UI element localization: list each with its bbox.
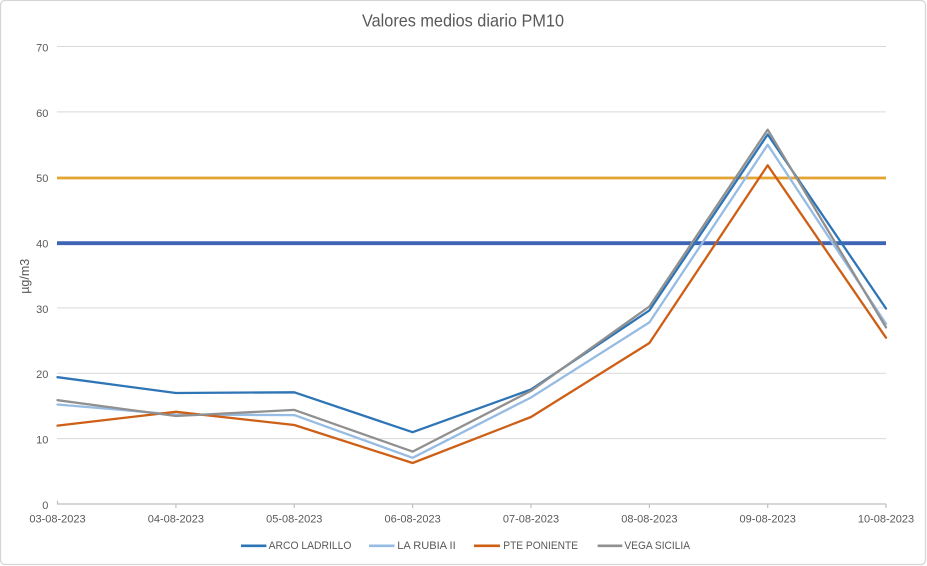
svg-text:06-08-2023: 06-08-2023 bbox=[384, 514, 440, 526]
svg-text:20: 20 bbox=[36, 369, 48, 381]
svg-text:50: 50 bbox=[36, 173, 48, 185]
svg-text:10: 10 bbox=[36, 435, 48, 447]
svg-text:70: 70 bbox=[36, 42, 48, 54]
svg-text:04-08-2023: 04-08-2023 bbox=[148, 514, 204, 526]
svg-text:07-08-2023: 07-08-2023 bbox=[503, 514, 559, 526]
svg-text:PTE PONIENTE: PTE PONIENTE bbox=[503, 540, 578, 552]
svg-text:Valores medios diario PM10: Valores medios diario PM10 bbox=[362, 10, 564, 30]
svg-text:0: 0 bbox=[42, 500, 48, 512]
svg-text:03-08-2023: 03-08-2023 bbox=[29, 514, 85, 526]
svg-text:LA RUBIA II: LA RUBIA II bbox=[397, 540, 456, 552]
svg-text:08-08-2023: 08-08-2023 bbox=[621, 514, 677, 526]
svg-text:ARCO LADRILLO: ARCO LADRILLO bbox=[269, 540, 352, 552]
svg-text:09-08-2023: 09-08-2023 bbox=[740, 514, 796, 526]
svg-text:40: 40 bbox=[36, 239, 48, 251]
svg-text:µg/m3: µg/m3 bbox=[18, 259, 32, 294]
svg-text:10-08-2023: 10-08-2023 bbox=[858, 514, 914, 526]
svg-text:30: 30 bbox=[36, 304, 48, 316]
svg-text:05-08-2023: 05-08-2023 bbox=[266, 514, 322, 526]
svg-text:60: 60 bbox=[36, 108, 48, 120]
svg-text:VEGA SICILIA: VEGA SICILIA bbox=[624, 540, 690, 552]
